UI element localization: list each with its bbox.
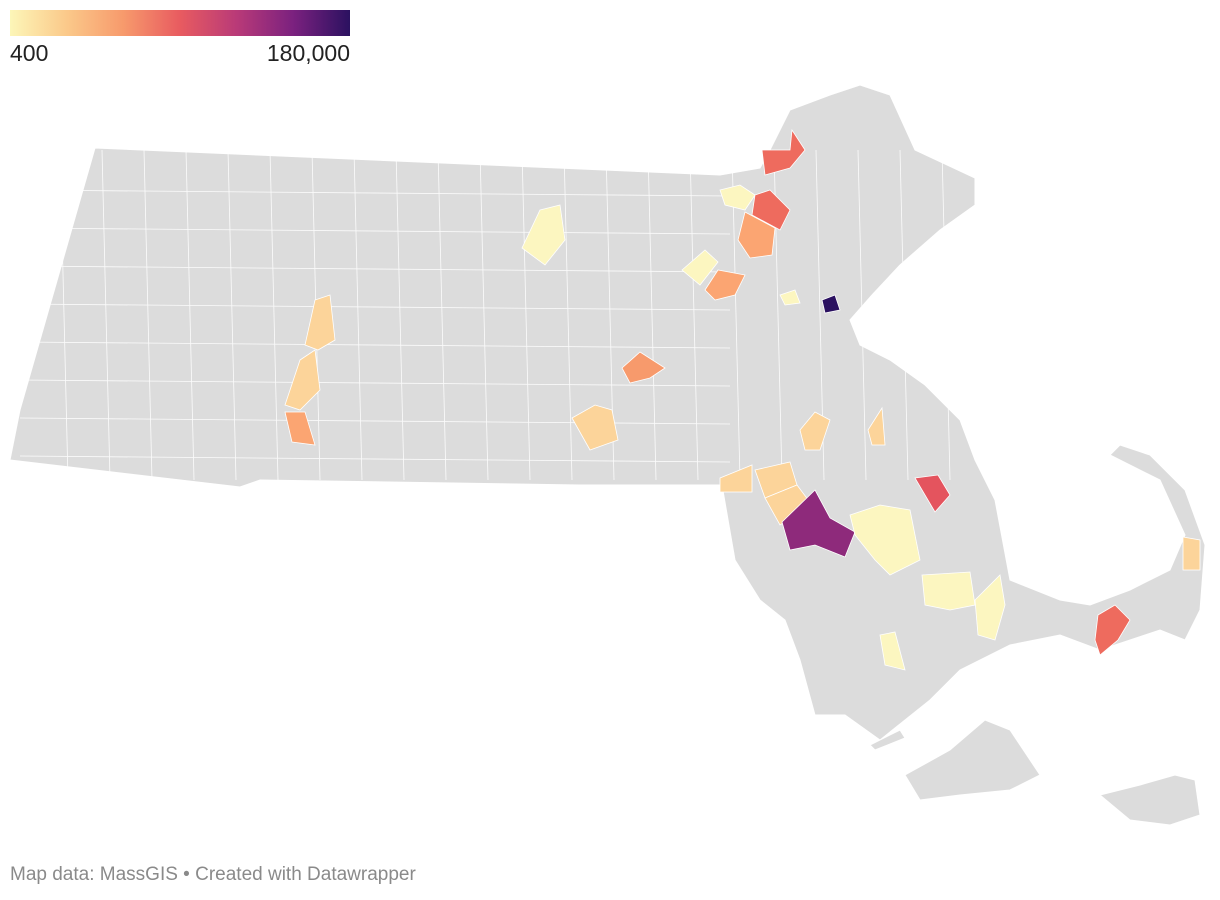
legend-min-label: 400	[10, 40, 49, 66]
highlighted-town[interactable]	[751, 189, 791, 231]
highlighted-town[interactable]	[719, 184, 756, 211]
highlighted-town[interactable]	[914, 474, 951, 513]
highlighted-town[interactable]	[849, 504, 921, 576]
highlighted-town[interactable]	[821, 294, 841, 314]
legend-gradient-bar	[10, 10, 350, 36]
highlighted-town[interactable]	[704, 269, 746, 301]
highlighted-town[interactable]	[867, 406, 886, 446]
highlighted-town[interactable]	[921, 571, 976, 611]
highlighted-town[interactable]	[304, 294, 336, 351]
highlighted-town[interactable]	[781, 489, 856, 558]
highlighted-town[interactable]	[737, 211, 776, 259]
highlighted-town[interactable]	[1182, 536, 1201, 571]
highlighted-town[interactable]	[761, 128, 806, 176]
highlighted-town[interactable]	[681, 249, 719, 286]
color-legend: 400 180,000	[10, 10, 350, 66]
highlighted-town[interactable]	[621, 351, 666, 384]
elizabeth-islands	[869, 729, 906, 751]
highlighted-town[interactable]	[799, 411, 831, 451]
nantucket	[1098, 774, 1201, 826]
highlighted-town[interactable]	[284, 349, 321, 411]
highlighted-town[interactable]	[974, 574, 1006, 641]
marthas-vineyard	[904, 719, 1041, 801]
legend-max-label: 180,000	[266, 40, 350, 66]
highlighted-town[interactable]	[571, 404, 619, 451]
town-boundaries	[19, 149, 993, 481]
highlighted-town[interactable]	[521, 204, 566, 266]
highlighted-town[interactable]	[719, 464, 753, 493]
map-credits: Map data: MassGIS • Created with Datawra…	[10, 864, 416, 885]
highlighted-town[interactable]	[779, 289, 801, 306]
highlighted-town[interactable]	[284, 411, 316, 446]
highlighted-town[interactable]	[1094, 604, 1131, 656]
highlighted-town[interactable]	[879, 631, 906, 671]
